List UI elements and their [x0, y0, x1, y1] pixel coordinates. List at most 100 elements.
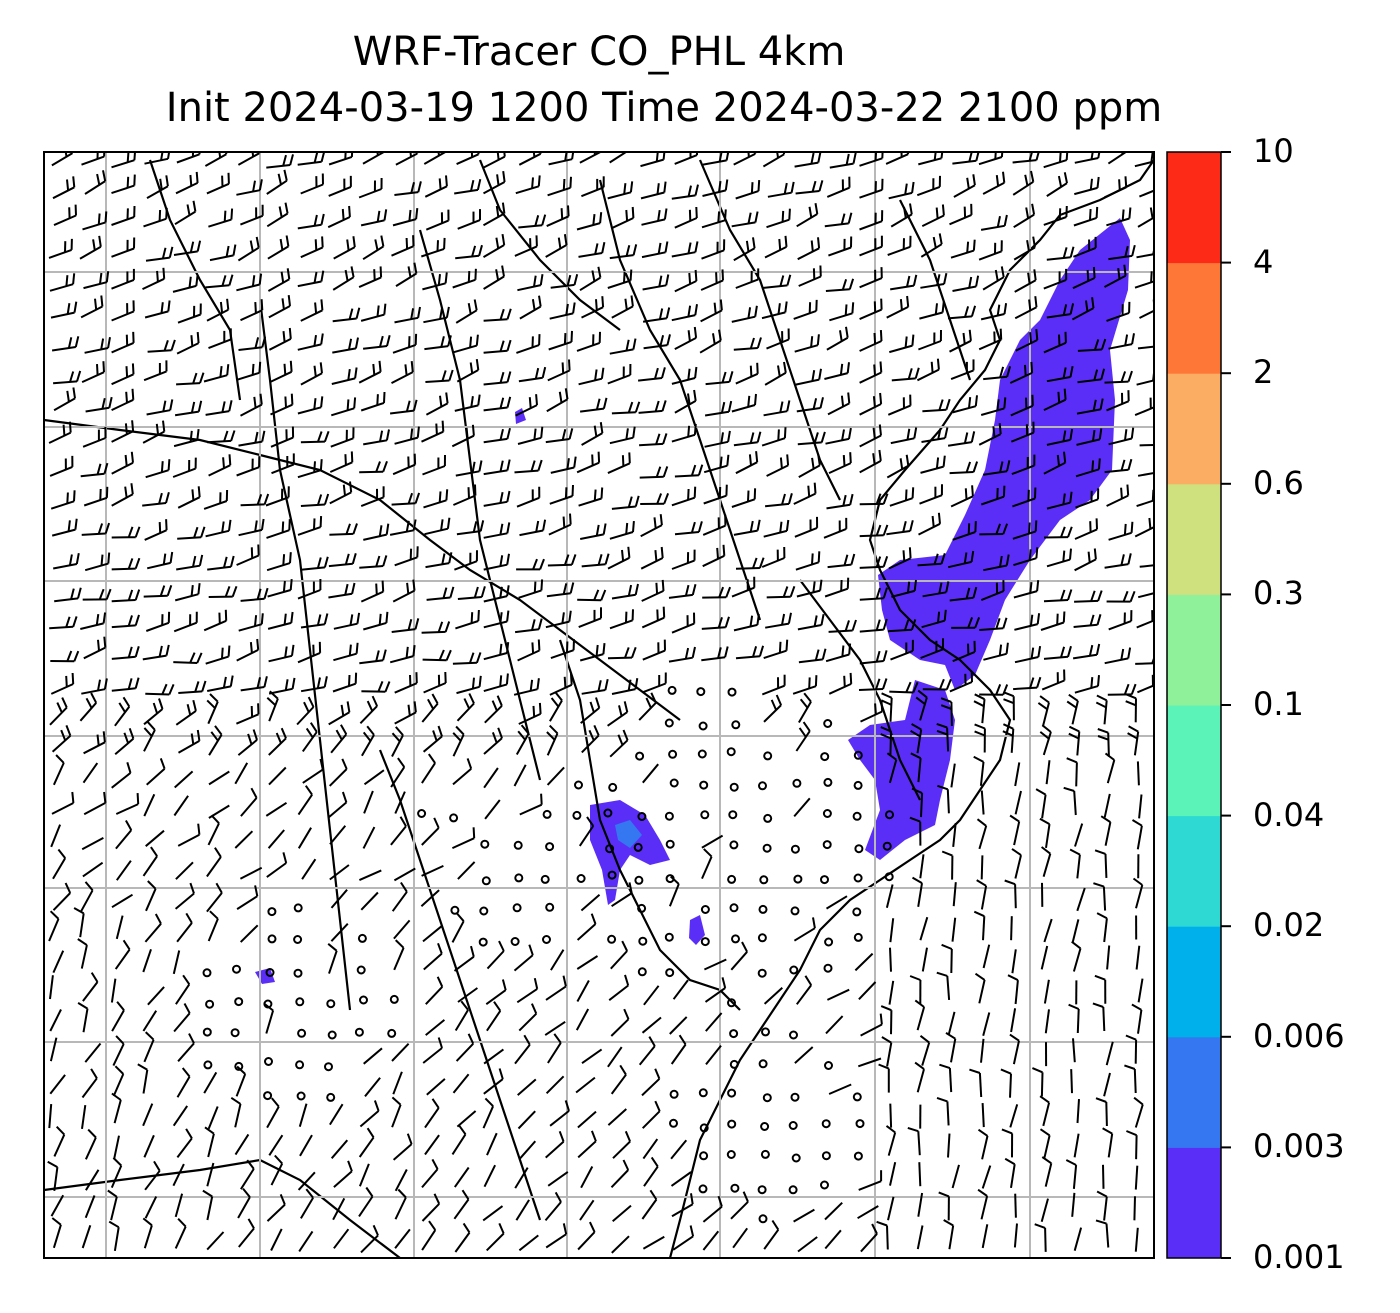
wind-barb: [824, 577, 850, 598]
wind-barb: [83, 636, 107, 660]
wind-barb: [451, 912, 465, 943]
wind-barb: [671, 612, 696, 634]
colorbar-segment: [1167, 483, 1221, 595]
calm-wind-circle: [824, 1061, 833, 1070]
wind-barb: [176, 1067, 191, 1098]
wind-barb: [947, 1133, 951, 1158]
wind-barb: [886, 295, 910, 319]
wind-barb: [674, 521, 703, 536]
wind-barb: [607, 269, 633, 289]
wind-barb: [1043, 451, 1067, 475]
wind-barb: [516, 334, 541, 354]
wind-barb: [672, 979, 689, 1000]
wind-barb: [81, 522, 111, 536]
calm-wind-circle: [267, 907, 277, 917]
wind-barb: [83, 791, 107, 816]
calm-wind-circle: [478, 937, 488, 947]
wind-barb: [881, 1036, 893, 1067]
wind-barb: [297, 396, 324, 415]
wind-barb: [1043, 388, 1067, 412]
calm-wind-circle: [700, 905, 710, 914]
calm-wind-circle: [757, 1185, 767, 1195]
wind-barb: [1076, 1099, 1080, 1124]
wind-barb: [577, 1110, 597, 1129]
chart-title-line2: Init 2024-03-19 1200 Time 2024-03-22 210…: [165, 85, 1163, 131]
wind-barb: [426, 586, 455, 601]
wind-barb: [579, 266, 602, 292]
wind-barb: [608, 974, 630, 1001]
wind-barb: [268, 1134, 284, 1156]
wind-barb: [327, 943, 338, 974]
wind-barb: [1011, 454, 1036, 476]
wind-barb: [1139, 443, 1154, 447]
wind-barb: [973, 910, 986, 941]
wind-barb: [73, 907, 85, 938]
wind-barb: [362, 826, 376, 849]
wind-barb: [393, 919, 411, 940]
wind-barb: [1072, 1038, 1076, 1063]
wind-barb: [51, 1217, 62, 1249]
calm-wind-circle: [359, 995, 368, 1005]
wind-barb: [238, 430, 266, 447]
wind-barb: [798, 648, 827, 664]
wind-barb: [391, 361, 414, 384]
wind-barb: [735, 362, 759, 385]
wind-barb: [889, 947, 892, 972]
wind-barb: [298, 1230, 314, 1252]
wind-barb: [483, 427, 511, 444]
wind-barb: [1015, 329, 1039, 352]
wind-barb: [1066, 693, 1079, 725]
wind-barb: [1133, 1196, 1136, 1221]
calm-wind-circle: [327, 1030, 337, 1040]
calm-wind-circle: [698, 1184, 708, 1194]
wind-barb: [421, 1193, 441, 1222]
calm-wind-circle: [607, 870, 617, 880]
calm-wind-circle: [698, 721, 708, 731]
calm-wind-circle: [205, 999, 215, 1009]
river-west: [418, 229, 542, 781]
wind-barb: [175, 699, 197, 726]
wind-barb: [1074, 675, 1100, 694]
wind-barb: [701, 209, 727, 229]
calm-wind-circle: [760, 1122, 770, 1131]
wind-barb: [266, 690, 279, 722]
wind-barb: [394, 306, 421, 324]
wind-barb: [240, 587, 269, 602]
wind-barb: [483, 522, 511, 539]
wind-barb: [911, 876, 923, 907]
wind-barb: [859, 555, 889, 569]
wind-barb: [795, 721, 811, 752]
wind-barb: [735, 268, 760, 289]
wind-barb: [300, 299, 324, 322]
wind-barb: [483, 308, 512, 322]
wind-barb: [111, 363, 135, 386]
wind-barb: [1063, 786, 1077, 816]
wind-barb: [939, 1063, 953, 1093]
wind-barb: [49, 1009, 62, 1032]
wind-barb: [1137, 345, 1154, 350]
calm-wind-circle: [730, 1183, 740, 1193]
wind-barb: [916, 175, 941, 197]
colorbar-tick-label: 10: [1253, 132, 1294, 170]
wind-barb: [453, 1166, 470, 1188]
wind-barb: [361, 725, 375, 757]
wind-barb: [670, 1034, 687, 1065]
calm-wind-circle: [637, 967, 647, 977]
wind-barb: [545, 428, 574, 444]
wind-barb: [1013, 236, 1036, 261]
wind-barb: [519, 793, 543, 816]
wind-barb: [266, 169, 288, 195]
wind-barb: [238, 518, 265, 537]
wind-barb: [143, 793, 156, 817]
wind-barb: [297, 1171, 316, 1191]
wind-barb: [919, 854, 925, 879]
wind-barb: [1004, 1157, 1016, 1189]
wind-barb: [701, 848, 713, 879]
wind-barb: [1009, 814, 1021, 846]
wind-barb: [485, 979, 507, 1006]
wind-barb: [550, 273, 579, 289]
wind-barb: [1092, 1002, 1106, 1032]
calm-wind-circle: [545, 842, 555, 852]
wind-barb: [1106, 207, 1132, 227]
wind-barb: [702, 1195, 723, 1223]
